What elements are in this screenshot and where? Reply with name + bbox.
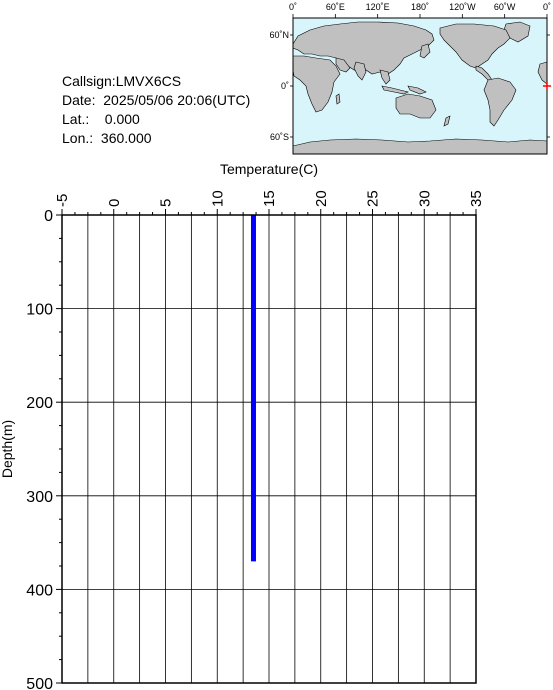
date-text: Date: 2025/05/06 20:06(UTC): [62, 92, 251, 108]
y-axis-label: Depth(m): [0, 420, 15, 478]
x-tick-label: 20: [313, 190, 330, 207]
x-axis-label: Temperature(C): [220, 161, 318, 177]
longitude-text: Lon.: 360.000: [62, 130, 152, 146]
x-tick-label: 0: [106, 199, 123, 207]
map-lon-label: 0˚: [289, 2, 297, 12]
y-tick-label: 0: [44, 208, 53, 225]
map-lon-label: 0˚: [543, 2, 551, 12]
map-lon-label: 60˚W: [494, 2, 516, 12]
x-tick-label: 35: [468, 190, 485, 207]
x-tick-label: 10: [209, 190, 226, 207]
station-info: Callsign:LMVX6CS Date: 2025/05/06 20:06(…: [62, 72, 250, 148]
callsign-text: Callsign:LMVX6CS: [62, 73, 182, 89]
latitude-text: Lat.: 0.000: [62, 111, 140, 127]
map-lon-label: 60˚E: [326, 2, 345, 12]
y-tick-label: 200: [26, 395, 53, 412]
x-tick-label: 5: [158, 199, 175, 207]
location-map: 0˚ 60˚E 120˚E 180˚ 120˚W 60˚W 0˚ 60˚N 0˚ 60˚S: [269, 2, 551, 155]
x-tick-label: 15: [261, 190, 278, 207]
map-lon-label: 120˚E: [366, 2, 390, 12]
map-lat-label: 60˚N: [269, 30, 289, 40]
x-tick-label: 25: [365, 190, 382, 207]
map-lon-label: 120˚W: [449, 2, 476, 12]
map-lon-label: 180˚: [411, 2, 429, 12]
map-lat-label: 0˚: [281, 81, 289, 91]
y-tick-label: 400: [26, 582, 53, 599]
y-tick-label: 500: [26, 676, 53, 690]
x-tick-label: 30: [416, 190, 433, 207]
y-tick-label: 100: [26, 302, 53, 319]
station-marker: [543, 82, 551, 90]
map-lat-label: 60˚S: [270, 132, 289, 142]
x-tick-label: -5: [54, 194, 71, 207]
map-land: [292, 21, 548, 155]
y-tick-label: 300: [26, 489, 53, 506]
